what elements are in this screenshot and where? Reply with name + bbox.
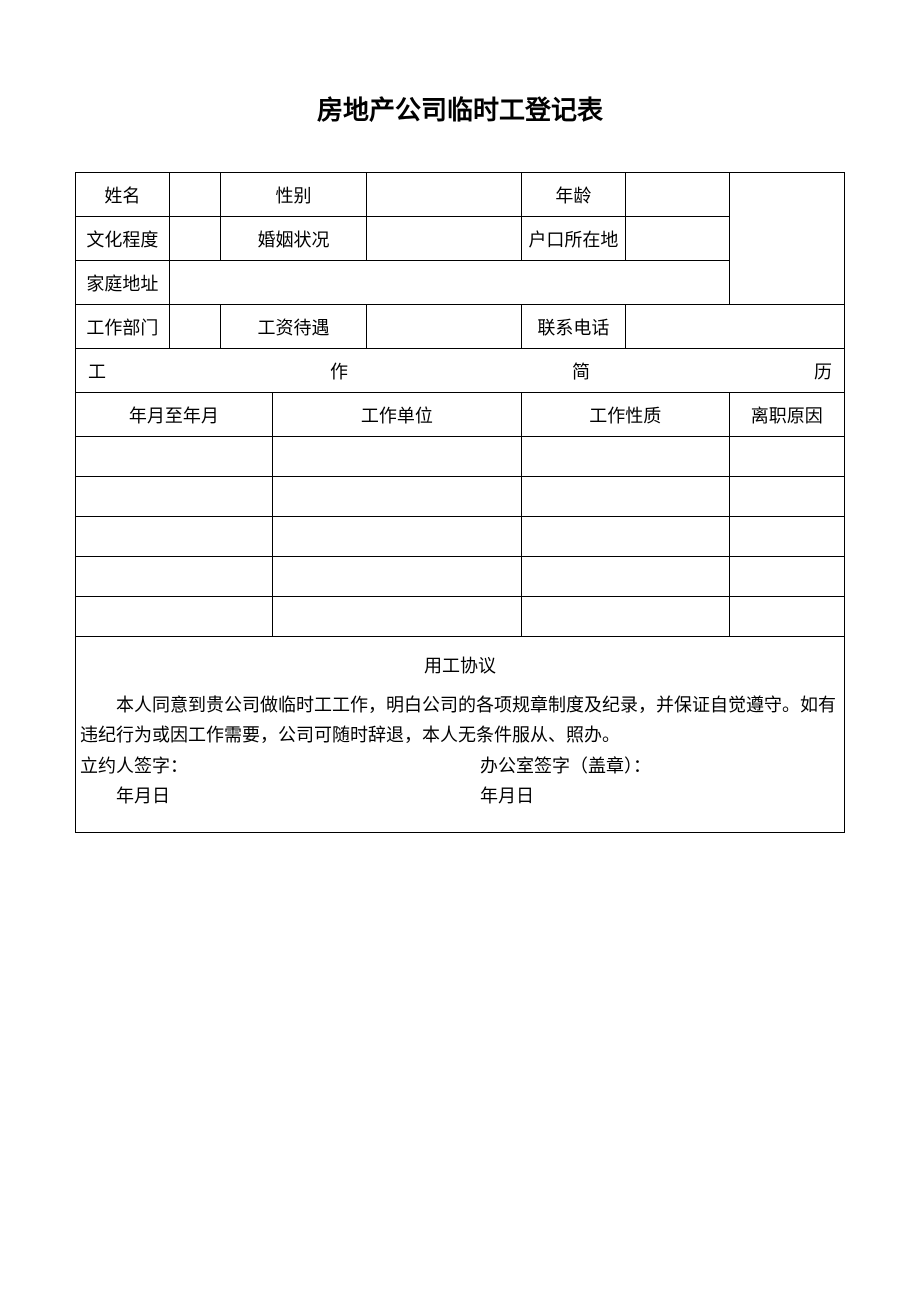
history-reason [729,557,844,597]
label-marital: 婚姻状况 [221,217,366,261]
history-row [76,597,845,637]
col-period: 年月至年月 [76,393,273,437]
label-salary: 工资待遇 [221,305,366,349]
history-nature [521,557,729,597]
history-reason [729,597,844,637]
label-address: 家庭地址 [76,261,170,305]
col-nature: 工作性质 [521,393,729,437]
value-age [625,173,729,217]
office-date: 年月日 [480,781,840,812]
history-period [76,437,273,477]
signer-label: 立约人签字： [80,751,440,782]
office-label: 办公室签字（盖章）： [480,751,840,782]
history-row [76,517,845,557]
history-nature [521,517,729,557]
value-marital [366,217,521,261]
col-reason: 离职原因 [729,393,844,437]
col-employer: 工作单位 [272,393,521,437]
history-period [76,597,273,637]
label-history: 工 作 简 历 [76,349,845,393]
row-history-title: 工 作 简 历 [76,349,845,393]
row-agreement: 用工协议 本人同意到贵公司做临时工工作，明白公司的各项规章制度及纪录，并保证自觉… [76,637,845,833]
label-gender: 性别 [221,173,366,217]
label-department: 工作部门 [76,305,170,349]
row-basic-1: 姓名 性别 年龄 [76,173,845,217]
value-salary [366,305,521,349]
photo-cell [729,173,844,305]
value-education [169,217,221,261]
row-history-header: 年月至年月 工作单位 工作性质 离职原因 [76,393,845,437]
value-department [169,305,221,349]
history-row [76,477,845,517]
history-nature [521,597,729,637]
history-period [76,477,273,517]
history-employer [272,557,521,597]
label-name: 姓名 [76,173,170,217]
history-period [76,557,273,597]
history-employer [272,477,521,517]
history-nature [521,437,729,477]
label-phone: 联系电话 [521,305,625,349]
history-reason [729,477,844,517]
value-name [169,173,221,217]
history-nature [521,477,729,517]
value-gender [366,173,521,217]
history-row [76,437,845,477]
agreement-body: 本人同意到贵公司做临时工工作，明白公司的各项规章制度及纪录，并保证自觉遵守。如有… [80,690,840,751]
row-work: 工作部门 工资待遇 联系电话 [76,305,845,349]
agreement-cell: 用工协议 本人同意到贵公司做临时工工作，明白公司的各项规章制度及纪录，并保证自觉… [76,637,845,833]
history-employer [272,597,521,637]
value-address [169,261,729,305]
signer-date: 年月日 [80,781,440,812]
history-row [76,557,845,597]
label-education: 文化程度 [76,217,170,261]
registration-table: 姓名 性别 年龄 文化程度 婚姻状况 户口所在地 家庭地址 工作部门 工资待遇 … [75,172,845,833]
history-period [76,517,273,557]
label-age: 年龄 [521,173,625,217]
value-phone [625,305,844,349]
signature-row: 立约人签字： 年月日 办公室签字（盖章）： 年月日 [80,751,840,812]
agreement-title: 用工协议 [80,651,840,682]
value-hukou [625,217,729,261]
history-reason [729,517,844,557]
history-employer [272,517,521,557]
label-hukou: 户口所在地 [521,217,625,261]
history-reason [729,437,844,477]
history-employer [272,437,521,477]
form-title: 房地产公司临时工登记表 [75,90,845,127]
